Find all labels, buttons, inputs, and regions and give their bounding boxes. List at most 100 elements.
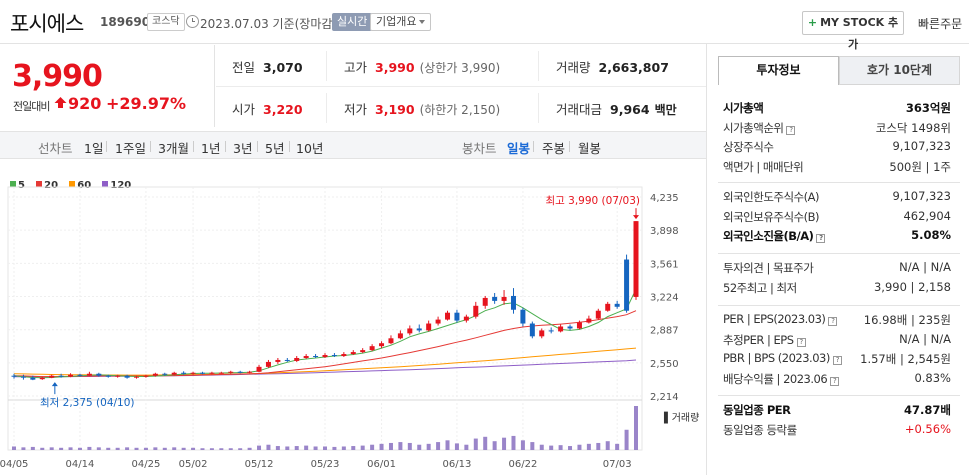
- candle-body: [341, 354, 347, 357]
- candle-monthly[interactable]: 월봉: [578, 141, 602, 156]
- candle-body: [331, 355, 337, 357]
- y-tick-label: 3,898: [650, 226, 679, 237]
- volume-bar: [417, 444, 422, 450]
- info-label: 52주최고 | 최저: [723, 280, 797, 295]
- candle-body: [614, 303, 620, 307]
- volume-bar: [520, 440, 525, 450]
- candle-body: [416, 328, 422, 331]
- candle-body: [397, 333, 403, 339]
- candle-body: [143, 375, 149, 377]
- volume-bar: [162, 447, 167, 450]
- candle-body: [275, 359, 281, 362]
- volume-bar: [502, 437, 507, 450]
- stat-value: 3,190: [375, 102, 415, 117]
- info-tabs: 투자정보 호가 10단계: [718, 56, 960, 85]
- candle-body: [303, 356, 309, 358]
- legend-swatch: [36, 181, 43, 187]
- candle-body: [58, 375, 64, 377]
- high-arrow-head: [633, 215, 639, 220]
- info-row: 배당수익률 | 2023.06? 0.83%: [723, 371, 951, 389]
- candle-daily[interactable]: 일봉: [507, 141, 531, 156]
- volume-bar: [285, 446, 290, 450]
- volume-bar: [426, 443, 431, 450]
- market-badge: 코스닥: [147, 13, 185, 31]
- candle-body: [105, 375, 111, 377]
- volume-bar: [539, 444, 544, 450]
- info-label: 외국인보유주식수(B): [723, 209, 820, 224]
- candle-body: [520, 309, 526, 324]
- candle-body: [228, 371, 234, 373]
- add-mystock-button[interactable]: + MY STOCK 추가: [802, 11, 904, 51]
- info-label: 상장주식수: [723, 140, 774, 154]
- x-tick-label: 05/02: [179, 459, 208, 470]
- tab-orderbook-10[interactable]: 호가 10단계: [839, 56, 960, 85]
- info-value: 500원 | 1주: [889, 159, 951, 174]
- y-tick-label: 2,550: [650, 359, 679, 370]
- x-tick-label: 04/14: [66, 459, 95, 470]
- candle-chart-tab[interactable]: 봉차트: [462, 141, 497, 156]
- divider: [326, 51, 327, 81]
- volume-bar: [511, 435, 516, 450]
- stat-label: 전일: [232, 60, 256, 75]
- candlestick-chart[interactable]: 4,235 3,898 3,561 3,224 2,887 2,550 2,214 04/05…: [0, 160, 706, 475]
- divider: [326, 93, 327, 123]
- quick-order-link[interactable]: 빠른주문: [918, 17, 963, 31]
- divider: [193, 141, 194, 152]
- add-mystock-label: MY STOCK 추가: [820, 16, 899, 51]
- legend-label: 20: [44, 180, 59, 191]
- candle-body: [218, 372, 224, 374]
- info-label: 동일업종 등락률: [723, 422, 797, 437]
- info-label: PER | EPS(2023.03)?: [723, 312, 838, 326]
- price-change-pct: +29.97%: [106, 94, 187, 113]
- period-5y[interactable]: 5년: [265, 141, 285, 156]
- price-box: 3,990 전일대비 920 +29.97%: [0, 45, 215, 127]
- volume-bar: [200, 448, 205, 450]
- help-icon[interactable]: ?: [816, 234, 826, 243]
- volume-bar: [172, 447, 177, 450]
- divider: [718, 182, 960, 183]
- stat-low: 저가 3,190 (하한가 2,150): [344, 99, 500, 118]
- company-overview-button[interactable]: 기업개요: [370, 13, 432, 31]
- volume-bar: [332, 446, 337, 450]
- period-3y[interactable]: 3년: [233, 141, 253, 156]
- candle-body: [190, 372, 196, 374]
- period-1y[interactable]: 1년: [201, 141, 221, 156]
- help-icon[interactable]: ?: [828, 317, 838, 326]
- help-icon[interactable]: ?: [796, 337, 806, 347]
- period-3m[interactable]: 3개월: [158, 141, 189, 156]
- candle-body: [30, 377, 36, 380]
- period-1d[interactable]: 1일: [84, 141, 104, 156]
- volume-bar: [143, 447, 148, 450]
- info-value: 363억원: [905, 101, 951, 115]
- period-1w[interactable]: 1주일: [115, 141, 146, 156]
- volume-bar: [445, 440, 450, 450]
- candle-weekly[interactable]: 주봉: [542, 141, 566, 156]
- clock-icon: [186, 15, 199, 28]
- line-chart-tab[interactable]: 선차트: [38, 141, 73, 156]
- period-10y[interactable]: 10년: [296, 141, 324, 156]
- candle-body: [49, 375, 55, 378]
- divider: [538, 93, 539, 123]
- realtime-button[interactable]: 실시간: [332, 13, 373, 31]
- info-value: N/A | N/A: [899, 260, 951, 274]
- stat-value: 9,964: [610, 102, 650, 117]
- info-row: PBR | BPS (2023.03)? 1.57배 | 2,545원: [723, 351, 951, 369]
- info-value: 5.08%: [911, 228, 951, 242]
- volume-bar: [586, 443, 591, 450]
- info-value: 코스닥 1498위: [875, 120, 951, 135]
- low-arrow-head: [51, 382, 58, 387]
- help-icon[interactable]: ?: [832, 356, 842, 365]
- candle-body: [68, 374, 74, 377]
- volume-bar: [483, 436, 488, 450]
- tab-investment-info[interactable]: 투자정보: [718, 56, 839, 85]
- price-change: 920: [68, 94, 102, 113]
- info-label: 배당수익률 | 2023.06?: [723, 371, 840, 387]
- help-icon[interactable]: ?: [786, 125, 796, 135]
- info-label: 액면가 | 매매단위: [723, 159, 804, 174]
- candle-body: [586, 318, 592, 323]
- help-icon[interactable]: ?: [830, 376, 840, 386]
- candle-body: [294, 357, 300, 361]
- plus-icon: +: [807, 16, 818, 29]
- info-value: 1.57배 | 2,545원: [860, 352, 951, 366]
- volume-bar: [549, 445, 554, 450]
